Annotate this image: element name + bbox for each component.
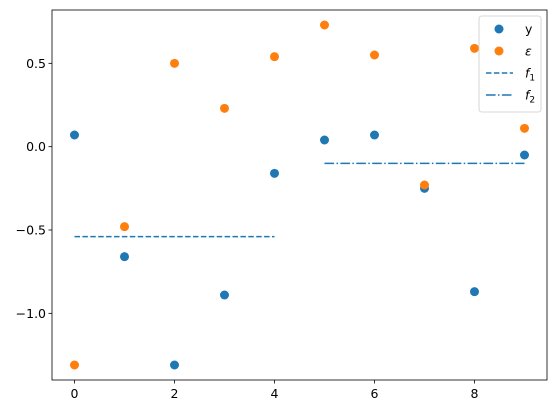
legend-label-series4: f2	[525, 88, 535, 106]
data-point-series2-4	[270, 52, 279, 62]
x-tick-label-4: 8	[471, 386, 479, 401]
y-tick-label-1: −0.5	[16, 223, 46, 238]
data-point-series1-0	[70, 130, 79, 140]
plot-area	[70, 20, 529, 370]
data-point-series2-1	[120, 222, 129, 232]
data-point-series1-9	[520, 150, 529, 160]
data-point-series1-4	[270, 168, 279, 178]
data-point-series1-6	[370, 130, 379, 140]
data-point-series2-9	[520, 123, 529, 133]
data-point-series2-3	[220, 103, 229, 113]
data-point-series2-7	[420, 180, 429, 190]
data-point-series1-5	[320, 135, 329, 145]
y-tick-label-0: −1.0	[16, 306, 46, 321]
data-point-series2-8	[470, 43, 479, 53]
legend-label-name: ε	[525, 44, 532, 59]
legend-label-subscript: 2	[529, 96, 535, 106]
legend-label-series3: f1	[525, 66, 535, 84]
legend-marker-series2	[494, 46, 504, 56]
x-tick-label-2: 4	[271, 386, 279, 401]
data-point-series1-2	[170, 360, 179, 370]
legend-marker-series1	[494, 24, 504, 34]
legend-label-name: f	[525, 88, 531, 103]
legend-box	[478, 15, 542, 113]
data-point-series2-2	[170, 58, 179, 68]
y-tick-label-3: 0.5	[26, 56, 46, 71]
data-point-series1-8	[470, 287, 479, 297]
legend-label-series2: ε	[525, 44, 532, 59]
data-point-series1-3	[220, 290, 229, 300]
data-point-series1-1	[120, 252, 129, 262]
data-point-series2-5	[320, 20, 329, 30]
legend-label-subscript: 1	[529, 74, 535, 84]
x-tick-label-0: 0	[71, 386, 79, 401]
data-point-series2-6	[370, 50, 379, 60]
data-point-series2-0	[70, 360, 79, 370]
y-tick-label-2: 0.0	[26, 139, 46, 154]
legend-label-name: f	[525, 66, 531, 81]
x-tick-label-3: 6	[371, 386, 379, 401]
legend-label-series1: y	[525, 22, 533, 37]
x-tick-label-1: 2	[171, 386, 179, 401]
legend-label-name: y	[525, 22, 533, 37]
axes-frame	[51, 9, 548, 381]
axes: 0 2 4 6 8 −1.0 −0.5 0.0 0.5	[16, 9, 548, 401]
